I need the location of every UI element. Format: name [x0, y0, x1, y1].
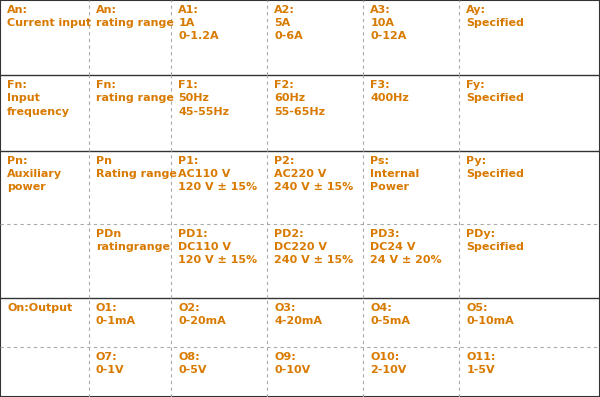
Text: Ps:
Internal
Power: Ps: Internal Power	[370, 156, 419, 192]
Text: An:
Current input: An: Current input	[7, 5, 91, 28]
Text: A2:
5A
0-6A: A2: 5A 0-6A	[274, 5, 303, 41]
Text: A1:
1A
0-1.2A: A1: 1A 0-1.2A	[178, 5, 219, 41]
Text: O3:
4-20mA: O3: 4-20mA	[274, 303, 322, 326]
Text: PD3:
DC24 V
24 V ± 20%: PD3: DC24 V 24 V ± 20%	[370, 229, 442, 266]
Text: O4:
0-5mA: O4: 0-5mA	[370, 303, 410, 326]
Text: PDy:
Specified: PDy: Specified	[466, 229, 524, 252]
Text: Ay:
Specified: Ay: Specified	[466, 5, 524, 28]
Text: O8:
0-5V: O8: 0-5V	[178, 352, 206, 375]
Text: Fy:
Specified: Fy: Specified	[466, 80, 524, 103]
Text: O9:
0-10V: O9: 0-10V	[274, 352, 310, 375]
Text: A3:
10A
0-12A: A3: 10A 0-12A	[370, 5, 407, 41]
Text: Pn
Rating range: Pn Rating range	[96, 156, 177, 179]
Text: O7:
0-1V: O7: 0-1V	[96, 352, 125, 375]
Text: On:Output: On:Output	[7, 303, 73, 312]
Text: O10:
2-10V: O10: 2-10V	[370, 352, 407, 375]
Text: Fn:
Input
frequency: Fn: Input frequency	[7, 80, 70, 117]
Text: F1:
50Hz
45-55Hz: F1: 50Hz 45-55Hz	[178, 80, 229, 117]
Text: F3:
400Hz: F3: 400Hz	[370, 80, 409, 103]
Text: O11:
1-5V: O11: 1-5V	[466, 352, 496, 375]
Text: O5:
0-10mA: O5: 0-10mA	[466, 303, 514, 326]
Text: O1:
0-1mA: O1: 0-1mA	[96, 303, 136, 326]
Text: Fn:
rating range: Fn: rating range	[96, 80, 174, 103]
Text: O2:
0-20mA: O2: 0-20mA	[178, 303, 226, 326]
Text: Py:
Specified: Py: Specified	[466, 156, 524, 179]
Text: An:
rating range: An: rating range	[96, 5, 174, 28]
Text: PDn
ratingrange: PDn ratingrange	[96, 229, 170, 252]
Text: F2:
60Hz
55-65Hz: F2: 60Hz 55-65Hz	[274, 80, 325, 117]
Text: P1:
AC110 V
120 V ± 15%: P1: AC110 V 120 V ± 15%	[178, 156, 257, 192]
Text: PD1:
DC110 V
120 V ± 15%: PD1: DC110 V 120 V ± 15%	[178, 229, 257, 266]
Text: Pn:
Auxiliary
power: Pn: Auxiliary power	[7, 156, 62, 192]
Text: PD2:
DC220 V
240 V ± 15%: PD2: DC220 V 240 V ± 15%	[274, 229, 353, 266]
Text: P2:
AC220 V
240 V ± 15%: P2: AC220 V 240 V ± 15%	[274, 156, 353, 192]
